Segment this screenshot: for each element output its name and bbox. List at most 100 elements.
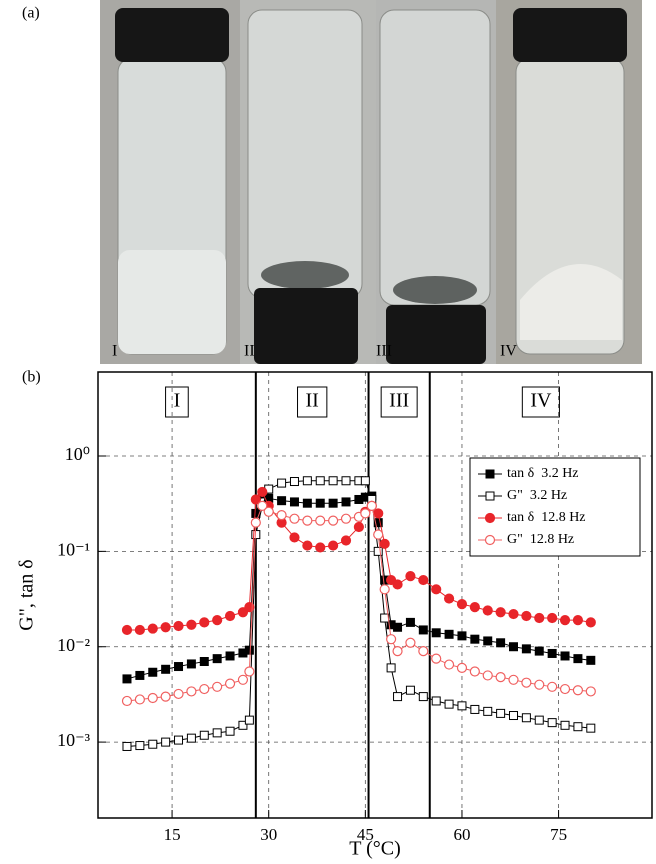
- marker: [431, 584, 442, 595]
- panel-label: (a): [22, 5, 40, 22]
- legend-marker: [484, 512, 496, 524]
- marker: [444, 699, 454, 709]
- marker: [431, 696, 441, 706]
- marker: [122, 674, 132, 684]
- marker: [277, 478, 287, 488]
- marker: [277, 496, 287, 506]
- marker: [534, 715, 544, 725]
- marker: [470, 704, 480, 714]
- x-tick-label: 15: [164, 825, 181, 844]
- marker: [456, 598, 468, 610]
- marker: [495, 672, 506, 683]
- marker: [315, 476, 325, 486]
- marker: [559, 683, 571, 695]
- marker: [186, 733, 196, 743]
- x-tick-label: 30: [260, 825, 277, 844]
- marker: [340, 513, 352, 524]
- marker: [509, 711, 518, 721]
- marker: [263, 506, 274, 517]
- marker: [328, 476, 338, 486]
- marker: [224, 610, 236, 622]
- plot-frame: [97, 371, 653, 819]
- x-tick-label: 45: [357, 825, 374, 844]
- marker: [469, 666, 480, 677]
- marker: [431, 628, 441, 638]
- region-box: [521, 386, 560, 418]
- legend-marker: [485, 491, 495, 501]
- marker: [122, 741, 132, 751]
- marker: [386, 663, 396, 673]
- marker: [405, 571, 416, 582]
- y-axis-title: G", tan δ: [16, 559, 38, 630]
- legend-marker: [484, 534, 496, 546]
- marker: [521, 644, 531, 654]
- marker: [244, 645, 254, 655]
- marker: [521, 677, 532, 688]
- marker: [135, 741, 145, 751]
- marker: [483, 636, 493, 646]
- marker: [134, 694, 145, 705]
- legend-marker: [485, 469, 495, 479]
- marker: [225, 726, 235, 736]
- marker: [328, 540, 339, 551]
- marker: [534, 679, 545, 690]
- marker: [257, 500, 268, 511]
- marker: [134, 624, 145, 636]
- marker: [257, 486, 268, 498]
- photo-label: II: [244, 343, 255, 360]
- marker: [225, 651, 235, 661]
- marker: [431, 653, 442, 664]
- marker: [341, 497, 351, 507]
- marker: [386, 634, 397, 645]
- marker: [289, 477, 299, 487]
- y-tick-label: 10⁻²: [57, 635, 90, 655]
- marker: [586, 655, 596, 665]
- marker: [186, 659, 196, 669]
- marker: [302, 476, 312, 486]
- marker: [250, 517, 261, 528]
- marker: [373, 546, 383, 556]
- marker: [135, 670, 145, 680]
- marker: [302, 540, 313, 551]
- marker: [244, 666, 255, 677]
- marker: [405, 617, 415, 627]
- marker: [470, 634, 480, 644]
- marker: [173, 620, 184, 632]
- marker: [547, 681, 558, 692]
- marker: [379, 538, 390, 549]
- marker: [585, 686, 596, 697]
- marker: [418, 692, 428, 702]
- legend-label: tan δ 12.8 Hz: [507, 510, 586, 525]
- marker: [340, 535, 352, 546]
- marker: [418, 645, 429, 657]
- marker: [161, 664, 171, 674]
- marker: [392, 579, 403, 590]
- marker: [199, 730, 209, 740]
- marker: [380, 613, 390, 623]
- marker: [457, 631, 467, 641]
- marker: [224, 678, 236, 689]
- marker: [237, 674, 249, 685]
- x-tick-label: 75: [550, 825, 567, 844]
- y-tick-label: 10⁻¹: [57, 539, 90, 559]
- marker: [405, 637, 416, 648]
- marker: [457, 701, 467, 711]
- marker: [508, 608, 519, 620]
- marker: [360, 508, 371, 519]
- legend-label: G" 3.2 Hz: [507, 488, 567, 503]
- marker: [328, 515, 339, 526]
- marker: [418, 574, 429, 586]
- marker: [238, 720, 248, 730]
- marker: [521, 713, 531, 723]
- marker: [212, 615, 223, 626]
- marker: [405, 685, 415, 695]
- marker: [547, 612, 558, 624]
- marker: [393, 622, 403, 632]
- region-label: II: [306, 390, 319, 412]
- marker: [148, 667, 158, 677]
- marker: [573, 654, 583, 664]
- marker: [328, 498, 338, 508]
- marker: [360, 476, 370, 486]
- photo-label: IV: [500, 343, 517, 360]
